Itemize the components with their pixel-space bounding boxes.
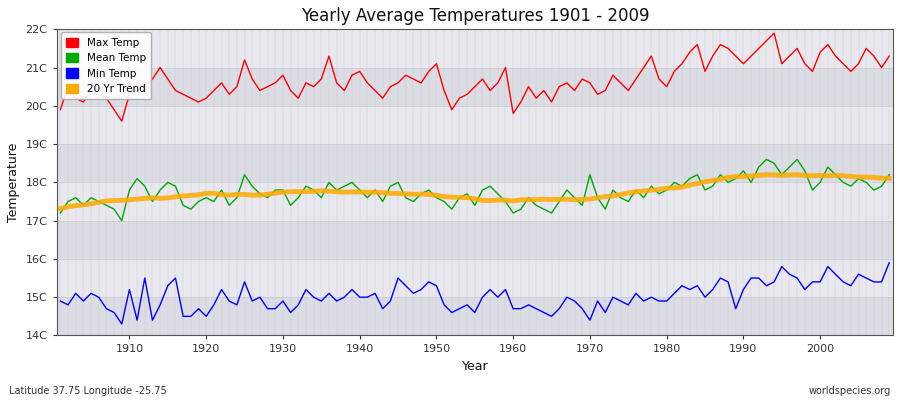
Y-axis label: Temperature: Temperature	[7, 143, 20, 222]
Bar	[57, 182, 893, 221]
Bar	[57, 297, 893, 336]
Legend: Max Temp, Mean Temp, Min Temp, 20 Yr Trend: Max Temp, Mean Temp, Min Temp, 20 Yr Tre…	[60, 32, 151, 99]
Bar	[57, 259, 893, 297]
X-axis label: Year: Year	[462, 360, 488, 373]
Bar	[57, 144, 893, 182]
Bar	[57, 68, 893, 106]
Title: Yearly Average Temperatures 1901 - 2009: Yearly Average Temperatures 1901 - 2009	[301, 7, 649, 25]
Text: Latitude 37.75 Longitude -25.75: Latitude 37.75 Longitude -25.75	[9, 386, 166, 396]
Bar	[57, 29, 893, 68]
Bar	[57, 106, 893, 144]
Bar	[57, 221, 893, 259]
Text: worldspecies.org: worldspecies.org	[809, 386, 891, 396]
